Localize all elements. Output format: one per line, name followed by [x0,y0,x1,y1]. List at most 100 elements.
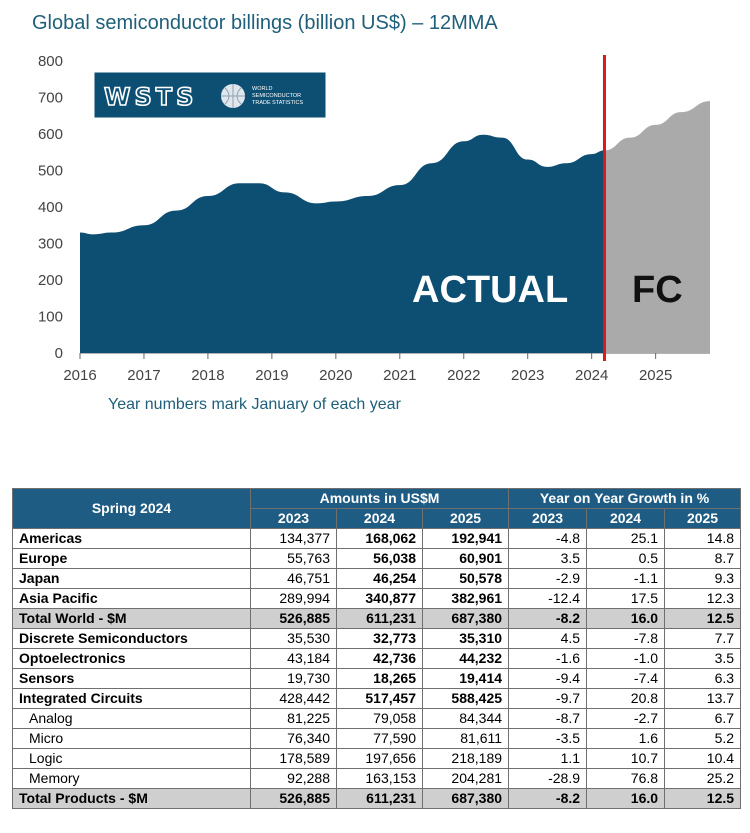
x-axis: 2016 2017 2018 2019 2020 2021 2022 2023 2024 2025 [63,352,710,384]
y-tick-label: 400 [38,199,63,216]
row-label: Europe [12,548,251,569]
row-label: Americas [12,528,251,549]
forecast-label: FC [632,269,683,311]
table-corner-header: Spring 2024 [12,488,251,529]
amount-cell: 588,425 [421,688,510,709]
billings-table: Spring 2024 Amounts in US$M Year on Year… [12,488,742,809]
table-row: Discrete Semiconductors 35,530 32,773 35,31… [12,628,742,649]
growth-cell: -28.9 [508,768,588,789]
amount-cell: 55,763 [250,548,337,569]
growth-cell: 4.5 [508,628,588,649]
amount-cell: 76,340 [250,728,337,749]
row-label: Total Products - $M [12,788,251,809]
growth-cell: 16.0 [586,788,666,809]
x-tick-label: 2019 [255,367,288,384]
amount-cell: 35,310 [421,628,510,649]
amount-cell: 134,377 [250,528,337,549]
amount-cell: 19,414 [421,668,510,689]
x-tick-label: 2016 [63,367,96,384]
amount-cell: 81,611 [421,728,510,749]
year-header: 2023 [508,508,588,529]
x-tick-label: 2024 [575,367,608,384]
growth-cell: -7.8 [586,628,666,649]
growth-group-header: Year on Year Growth in % [508,488,742,509]
row-label: Micro [12,728,251,749]
x-tick-label: 2018 [191,367,224,384]
amount-cell: 60,901 [421,548,510,569]
growth-cell: -1.0 [586,648,666,669]
table-row: Americas 134,377 168,062 192,941 -4.8 25.1 14.… [12,528,742,549]
growth-cell: 6.3 [664,668,742,689]
growth-cell: -12.4 [508,588,588,609]
y-tick-label: 600 [38,126,63,143]
table-row: Asia Pacific 289,994 340,877 382,961 -12.4 17… [12,588,742,609]
table-row: Optoelectronics 43,184 42,736 44,232 -1.6 -1.… [12,648,742,669]
growth-cell: 17.5 [586,588,666,609]
growth-cell: -1.6 [508,648,588,669]
amount-cell: 32,773 [336,628,423,649]
x-tick-label: 2025 [639,367,672,384]
amount-cell: 50,578 [421,568,510,589]
growth-cell: 0.5 [586,548,666,569]
amount-cell: 168,062 [336,528,423,549]
growth-cell: 25.2 [664,768,742,789]
table-row: Europe 55,763 56,038 60,901 3.5 0.5 8.7 [12,548,742,569]
row-label: Japan [12,568,251,589]
amount-cell: 428,442 [250,688,337,709]
x-tick-label: 2023 [511,367,544,384]
table-row: Total Products - $M 526,885 611,231 687,380… [12,788,742,809]
amount-cell: 289,994 [250,588,337,609]
amount-cell: 42,736 [336,648,423,669]
x-tick-label: 2022 [447,367,480,384]
row-label: Asia Pacific [12,588,251,609]
table-row: Sensors 19,730 18,265 19,414 -9.4 -7.4 6.3 [12,668,742,689]
globe-grid-icon [221,84,245,108]
y-tick-label: 0 [55,345,63,362]
growth-cell: 1.6 [586,728,666,749]
growth-cell: 13.7 [664,688,742,709]
growth-cell: 10.4 [664,748,742,769]
amounts-group-header: Amounts in US$M [249,488,510,509]
growth-cell: -2.9 [508,568,588,589]
table-row: Micro 76,340 77,590 81,611 -3.5 1.6 5.2 [12,728,742,749]
year-header: 2025 [664,508,742,529]
row-label: Total World - $M [12,608,251,629]
x-axis-note: Year numbers mark January of each year [108,396,401,413]
growth-cell: 12.3 [664,588,742,609]
chart-title: Global semiconductor billings (billion U… [32,12,498,34]
amount-cell: 77,590 [336,728,423,749]
growth-cell: 5.2 [664,728,742,749]
amount-cell: 35,530 [250,628,337,649]
x-tick-label: 2021 [383,367,416,384]
logo-tagline-3: TRADE STATISTICS [252,100,303,106]
amount-cell: 79,058 [336,708,423,729]
growth-cell: 76.8 [586,768,666,789]
growth-cell: 16.0 [586,608,666,629]
amount-cell: 56,038 [336,548,423,569]
row-label: Sensors [12,668,251,689]
growth-cell: 12.5 [664,788,742,809]
amount-cell: 81,225 [250,708,337,729]
growth-cell: -8.2 [508,608,588,629]
growth-cell: 25.1 [586,528,666,549]
amount-cell: 46,254 [336,568,423,589]
year-header: 2025 [421,508,510,529]
actual-area [80,134,605,353]
growth-cell: 12.5 [664,608,742,629]
logo-tagline-1: WORLD [252,86,273,92]
growth-cell: 1.1 [508,748,588,769]
amount-cell: 163,153 [336,768,423,789]
growth-cell: -2.7 [586,708,666,729]
growth-cell: -7.4 [586,668,666,689]
growth-cell: 6.7 [664,708,742,729]
amount-cell: 197,656 [336,748,423,769]
growth-cell: 9.3 [664,568,742,589]
logo-background [93,71,327,119]
row-label: Integrated Circuits [12,688,251,709]
y-tick-label: 500 [38,163,63,180]
amount-cell: 43,184 [250,648,337,669]
table-body: Americas 134,377 168,062 192,941 -4.8 25.1 14.… [12,528,742,809]
growth-cell: -8.2 [508,788,588,809]
amount-cell: 204,281 [421,768,510,789]
